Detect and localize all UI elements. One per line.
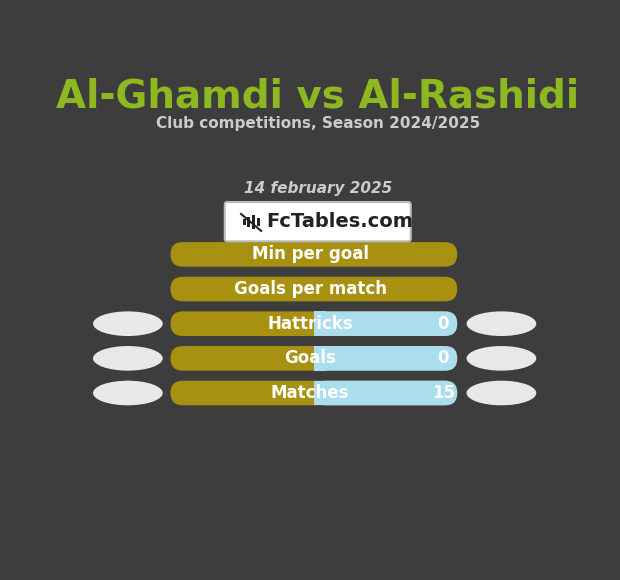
Bar xyxy=(314,346,326,371)
FancyBboxPatch shape xyxy=(170,311,458,336)
Text: Club competitions, Season 2024/2025: Club competitions, Season 2024/2025 xyxy=(156,116,480,131)
Bar xyxy=(314,380,326,405)
Bar xyxy=(257,218,260,226)
Ellipse shape xyxy=(467,346,536,371)
Bar xyxy=(252,215,255,229)
Text: 0: 0 xyxy=(438,315,449,333)
FancyBboxPatch shape xyxy=(314,380,458,405)
FancyBboxPatch shape xyxy=(314,346,458,371)
Bar xyxy=(247,217,250,227)
FancyBboxPatch shape xyxy=(170,277,458,302)
Text: 0: 0 xyxy=(438,349,449,367)
Ellipse shape xyxy=(467,380,536,405)
Ellipse shape xyxy=(93,380,162,405)
Text: Min per goal: Min per goal xyxy=(252,245,368,263)
Ellipse shape xyxy=(93,346,162,371)
Bar xyxy=(314,311,326,336)
Text: FcTables.com: FcTables.com xyxy=(266,212,413,231)
Text: Goals per match: Goals per match xyxy=(234,280,386,298)
Text: Hattricks: Hattricks xyxy=(267,315,353,333)
Text: 14 february 2025: 14 february 2025 xyxy=(244,182,392,197)
FancyBboxPatch shape xyxy=(170,380,458,405)
Bar xyxy=(242,219,246,225)
Text: Goals: Goals xyxy=(284,349,336,367)
Text: 15: 15 xyxy=(432,384,455,402)
Ellipse shape xyxy=(467,311,536,336)
FancyBboxPatch shape xyxy=(224,202,410,241)
FancyBboxPatch shape xyxy=(170,346,458,371)
Text: Al-Ghamdi vs Al-Rashidi: Al-Ghamdi vs Al-Rashidi xyxy=(56,78,579,115)
Text: Matches: Matches xyxy=(271,384,349,402)
FancyBboxPatch shape xyxy=(314,311,458,336)
FancyBboxPatch shape xyxy=(170,242,458,267)
Ellipse shape xyxy=(93,311,162,336)
